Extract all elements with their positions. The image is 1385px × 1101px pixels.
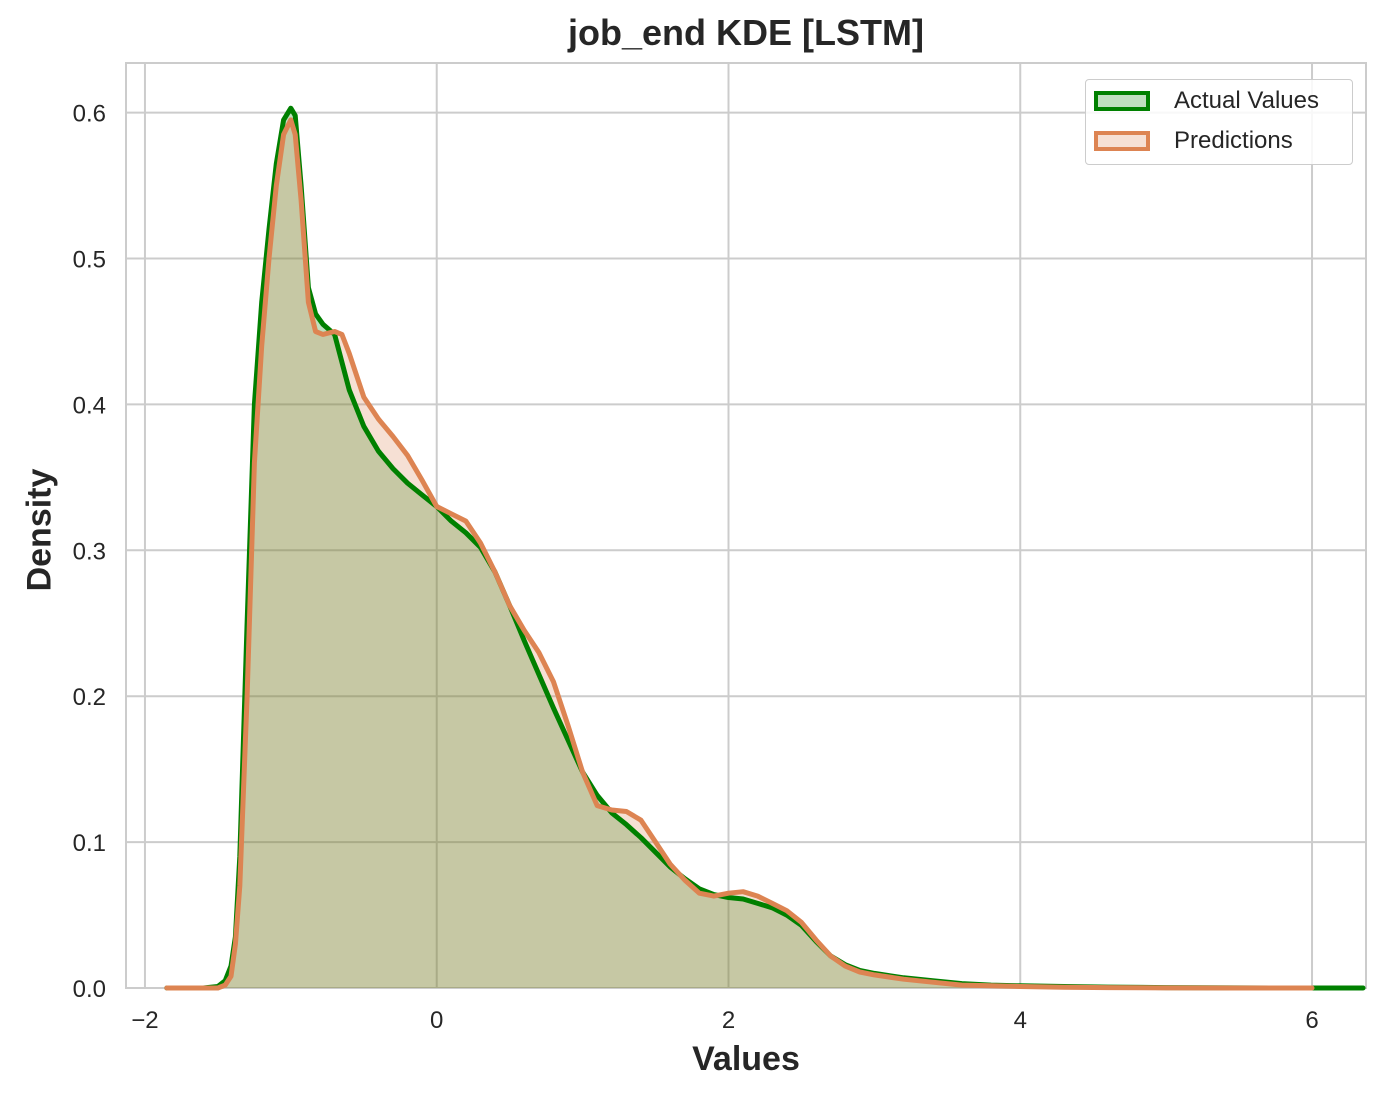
y-tick-label: 0.1 — [73, 830, 106, 857]
kde-area-predictions — [166, 119, 1312, 988]
legend-item-predictions: Predictions — [1094, 126, 1293, 156]
chart-title: job_end KDE [LSTM] — [568, 12, 924, 53]
legend-label-actual-values: Actual Values — [1174, 87, 1319, 114]
y-tick-label: 0.3 — [73, 538, 106, 565]
series-layer — [164, 105, 1366, 991]
x-axis-label: Values — [692, 1040, 800, 1078]
y-axis-label: Density — [20, 468, 59, 592]
legend-swatch-actual-values — [1094, 91, 1150, 111]
legend-item-actual-values: Actual Values — [1094, 86, 1319, 116]
kde-line-predictions — [164, 117, 1315, 991]
y-tick-label: 0.0 — [73, 976, 106, 1003]
y-tick-label: 0.5 — [73, 247, 106, 274]
legend-label-predictions: Predictions — [1174, 127, 1293, 154]
kde-area-actual-values — [166, 108, 1364, 988]
x-tick-label: −2 — [131, 1007, 158, 1034]
y-tick-label: 0.6 — [73, 101, 106, 128]
legend: Actual Values Predictions — [1085, 79, 1353, 165]
x-tick-label: 6 — [1305, 1007, 1318, 1034]
y-tick-label: 0.4 — [73, 392, 106, 419]
x-tick-label: 2 — [722, 1007, 735, 1034]
x-tick-label: 0 — [430, 1007, 443, 1034]
x-tick-label: 4 — [1014, 1007, 1027, 1034]
plot-area-frame — [125, 62, 1367, 989]
grid-lines — [126, 63, 1366, 989]
legend-swatch-predictions — [1094, 131, 1150, 151]
y-tick-label: 0.2 — [73, 684, 106, 711]
tick-labels: −2 0 2 4 6 0.0 0.1 0.2 0.3 0.4 0.5 0.6 — [73, 101, 1319, 1034]
